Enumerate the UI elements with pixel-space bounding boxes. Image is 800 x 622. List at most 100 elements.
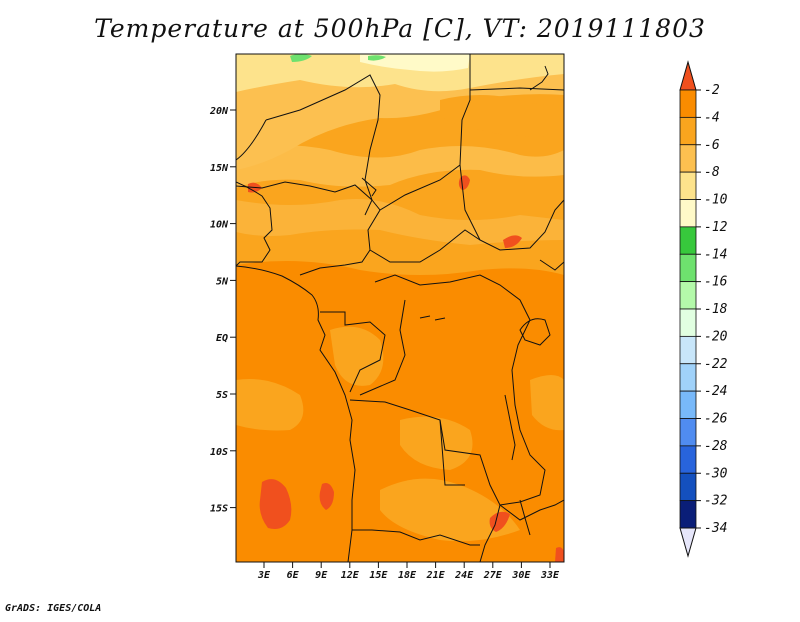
- longitude-axis: 3E 6E 9E 12E 15E 18E 21E 24E 27E 30E 33E: [257, 562, 560, 581]
- grads-credit: GrADS: IGES/COLA: [5, 603, 102, 614]
- lon-tick-label: 9E: [315, 570, 328, 581]
- lat-tick-label: 10S: [210, 447, 228, 458]
- river-congo: [419, 315, 446, 321]
- lake-victoria: [519, 318, 551, 346]
- lake-tanganyika: [504, 394, 516, 461]
- colorbar-top-arrow: [679, 60, 697, 91]
- map-title: Temperature at 500hPa [C], VT: 201911180…: [94, 14, 706, 43]
- lon-tick-label: 15E: [369, 570, 388, 581]
- colorbar-label: -22: [704, 357, 728, 372]
- field-streak-1: [236, 145, 564, 188]
- colorbar-box: [679, 226, 697, 255]
- lat-tick-label: 10N: [210, 220, 229, 231]
- colorbar: -2 -4 -6 -8 -10 -12 -14 -16 -18 -20 -22 -24 -26 -28 -3…: [679, 60, 728, 558]
- border-car: [369, 229, 481, 263]
- colorbar-box: [679, 144, 697, 173]
- lat-tick-label: 15S: [210, 504, 228, 515]
- colorbar-label: -2: [704, 83, 720, 98]
- border-north-2: [236, 119, 267, 161]
- lon-tick-label: 33E: [540, 570, 560, 581]
- border-congo-north: [374, 274, 531, 321]
- field-green-patch-2: [368, 55, 386, 61]
- field-patch-d: [530, 375, 564, 431]
- colorbar-label: -4: [704, 110, 720, 125]
- warm-spot-1: [259, 479, 292, 529]
- lat-tick-label: EQ: [216, 333, 228, 344]
- border-angola-south: [352, 529, 480, 546]
- colorbar-box: [679, 253, 697, 283]
- lat-tick-label: 5S: [216, 390, 228, 401]
- lon-tick-label: 27E: [483, 570, 503, 581]
- colorbar-box: [679, 335, 697, 365]
- red-sea-coast: [529, 65, 549, 91]
- colorbar-label: -20: [704, 329, 728, 344]
- warm-spot-5: [489, 511, 510, 532]
- colorbar-box: [679, 89, 697, 118]
- border-sahel: [236, 181, 373, 201]
- field-band-cold: [236, 54, 564, 92]
- coast-atlantic: [236, 265, 356, 562]
- colorbar-box: [679, 390, 697, 419]
- warm-spot-2: [319, 483, 334, 510]
- field-central: [236, 261, 564, 562]
- field-streak-2: [236, 199, 564, 245]
- lat-tick-label: 20N: [209, 106, 229, 117]
- border-malawi: [499, 499, 564, 521]
- colorbar-label: -18: [704, 302, 728, 317]
- field-patch-c: [380, 478, 520, 542]
- colorbar-box: [679, 171, 697, 200]
- colorbar-box: [679, 445, 697, 474]
- border-sudan-south: [459, 164, 564, 251]
- warm-spot-7: [555, 547, 564, 562]
- border-gabon-congo: [320, 311, 386, 393]
- colorbar-box: [679, 308, 697, 337]
- lake-malawi: [519, 499, 531, 536]
- colorbar-box: [679, 281, 697, 310]
- field-patch-e: [236, 379, 304, 431]
- colorbar-label: -26: [704, 412, 728, 427]
- border-ethiopia: [539, 259, 564, 271]
- border-egypt: [469, 87, 564, 91]
- colorbar-label: -30: [704, 466, 728, 481]
- lon-tick-label: 18E: [398, 570, 417, 581]
- colorbar-box: [679, 363, 697, 392]
- field-patch-f: [440, 95, 564, 137]
- border-drc-south: [349, 399, 501, 562]
- field-green-patch-1: [290, 54, 312, 62]
- colorbar-label: -24: [704, 384, 727, 399]
- colorbar-label: -28: [704, 439, 728, 454]
- field-patch-b: [400, 416, 473, 470]
- field-band-coldest: [360, 54, 470, 72]
- colorbar-label: -34: [704, 521, 727, 536]
- colorbar-label: -12: [704, 220, 728, 235]
- coast-west-bulge: [236, 181, 273, 267]
- colorbar-label: -10: [704, 193, 728, 208]
- lon-tick-label: 30E: [511, 570, 531, 581]
- colorbar-bottom-arrow: [679, 527, 697, 558]
- lon-tick-label: 21E: [426, 570, 446, 581]
- colorbar-label: -16: [704, 275, 728, 290]
- latitude-axis: 20N 15N 10N 5N EQ 5S 10S 15S: [209, 106, 236, 515]
- colorbar-label: -32: [704, 494, 728, 509]
- lat-tick-label: 5N: [216, 276, 229, 287]
- border-north-1: [265, 74, 381, 216]
- lon-tick-label: 3E: [257, 570, 271, 581]
- colorbar-label: -6: [704, 138, 720, 153]
- border-angola-zambia: [439, 419, 465, 486]
- colorbar-box: [679, 418, 697, 447]
- lake-chad: [361, 177, 377, 197]
- country-borders: [236, 54, 564, 562]
- lon-tick-label: 24E: [454, 570, 474, 581]
- colorbar-box: [679, 500, 697, 529]
- warm-spot-4: [503, 235, 522, 248]
- lat-tick-label: 15N: [210, 163, 229, 174]
- lon-tick-label: 6E: [287, 570, 300, 581]
- colorbar-box: [679, 116, 697, 146]
- colorbar-label: -8: [704, 165, 720, 180]
- field-patch-a: [330, 326, 384, 386]
- map-frame: [235, 53, 565, 563]
- border-cameroon: [299, 199, 381, 276]
- colorbar-box: [679, 199, 697, 228]
